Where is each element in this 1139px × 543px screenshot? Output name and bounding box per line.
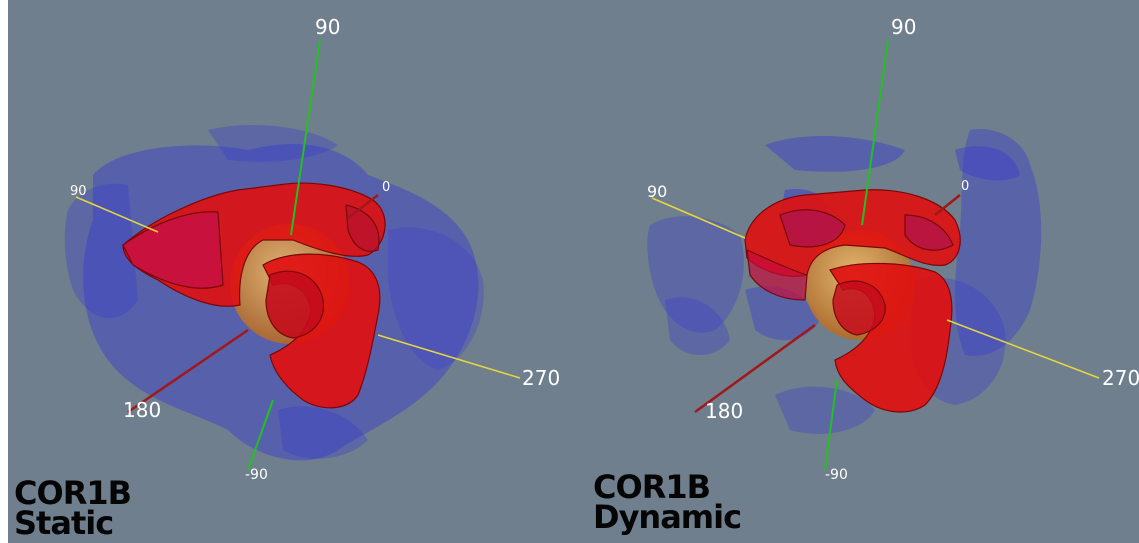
axis-label-top: 90 xyxy=(891,15,916,39)
dynamic-3d-scene: 90 90 0 180 270 -90 xyxy=(647,15,1139,483)
coordinate-axes xyxy=(651,39,1100,471)
red-isosurface xyxy=(122,182,386,409)
axis-red-lower xyxy=(127,328,249,414)
axis-green-lower xyxy=(824,379,838,471)
static-render-panel: 90 90 0 180 270 -90 COR1B Static xyxy=(8,0,575,543)
axis-green-vertical xyxy=(861,39,889,226)
axis-yellow-left xyxy=(651,197,746,239)
red-isosurface xyxy=(744,189,961,413)
dynamic-render-panel: 90 90 0 180 270 -90 COR1B Dynamic xyxy=(575,0,1139,543)
axis-label-right: 270 xyxy=(1102,366,1139,390)
axis-yellow-right xyxy=(946,319,1100,379)
axis-green-vertical xyxy=(290,39,321,236)
axis-label-bottom: -90 xyxy=(245,467,268,483)
static-caption: COR1B Static xyxy=(14,474,132,542)
caption-mode: Static xyxy=(14,504,114,542)
axis-red-upper xyxy=(934,194,961,216)
caption-instrument: COR1B xyxy=(593,468,711,506)
dynamic-caption: COR1B Dynamic xyxy=(593,468,742,536)
axis-label-lower-left: 180 xyxy=(123,398,161,422)
static-3d-scene: 90 90 0 180 270 -90 xyxy=(64,15,560,483)
axis-label-upper-right: 0 xyxy=(382,180,390,195)
axis-yellow-right xyxy=(377,334,521,379)
axis-label-upper-left: 90 xyxy=(647,182,667,201)
axis-green-lower xyxy=(247,399,274,471)
coordinate-axes xyxy=(75,39,521,471)
axis-label-upper-right: 0 xyxy=(961,179,969,194)
axis-label-bottom: -90 xyxy=(825,467,848,483)
axis-label-top: 90 xyxy=(315,15,340,39)
caption-mode: Dynamic xyxy=(593,498,742,536)
axis-yellow-left xyxy=(75,196,159,233)
axis-label-right: 270 xyxy=(522,366,560,390)
axis-label-upper-left: 90 xyxy=(70,184,87,199)
axis-label-lower-left: 180 xyxy=(705,399,743,423)
axis-red-lower xyxy=(694,323,816,414)
axis-red-upper xyxy=(347,194,379,219)
caption-instrument: COR1B xyxy=(14,474,132,512)
